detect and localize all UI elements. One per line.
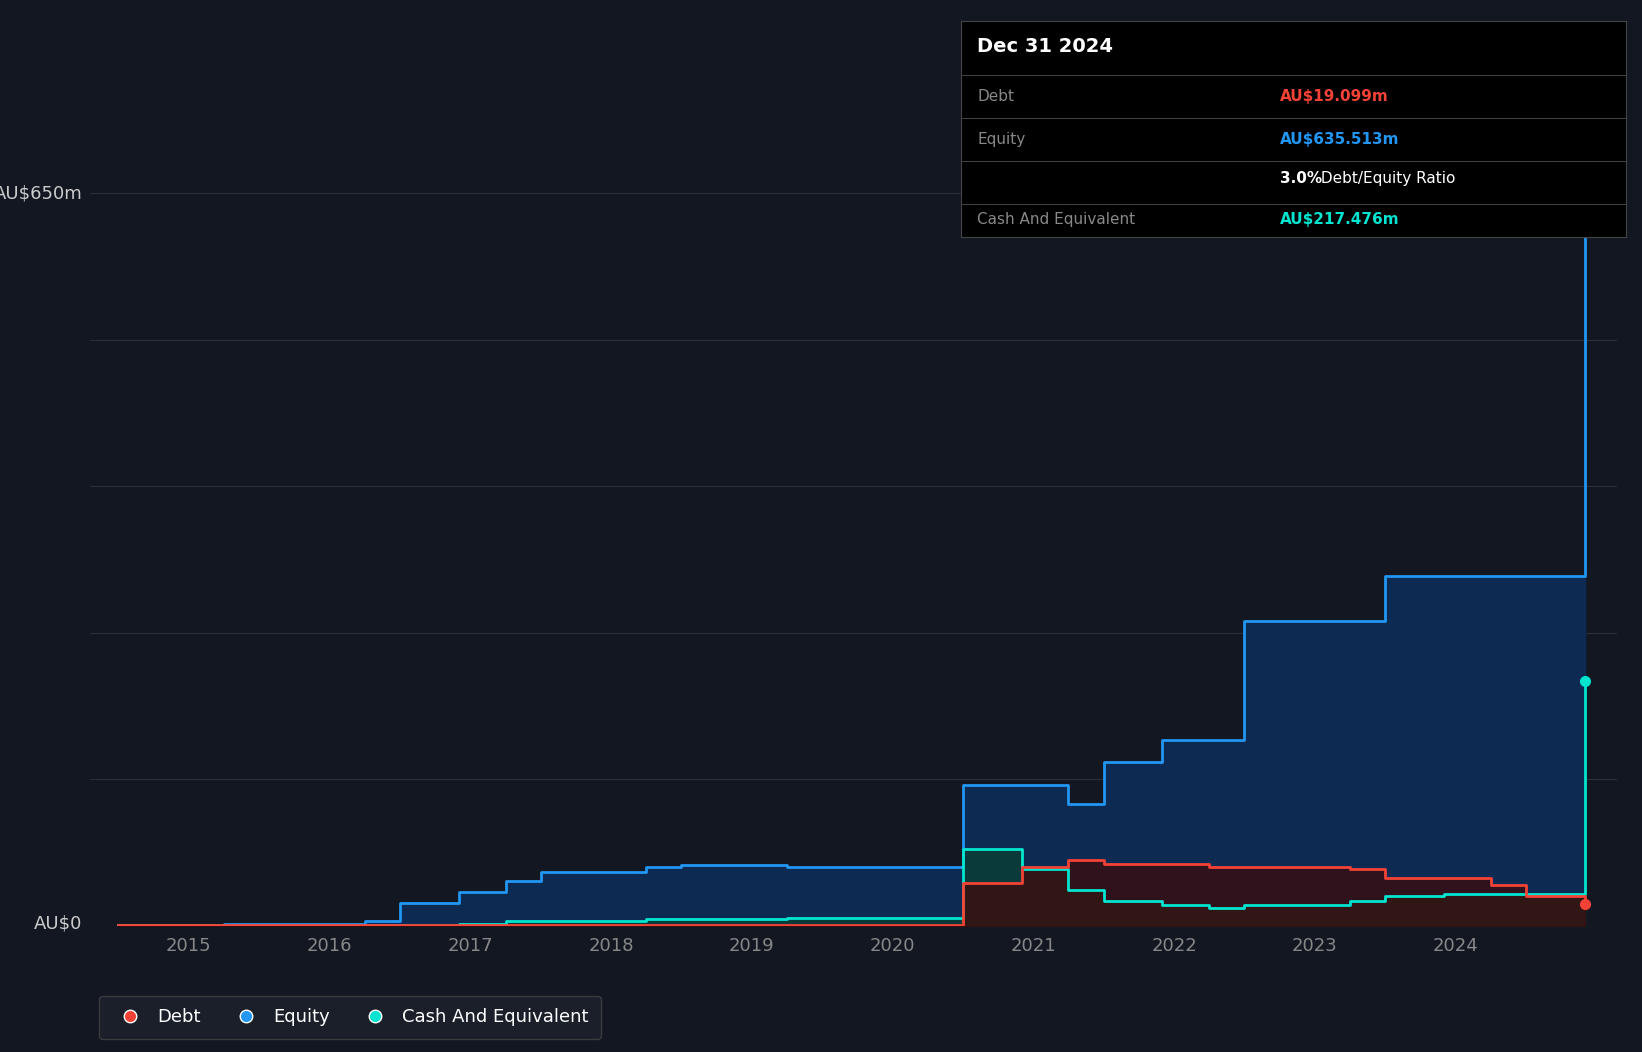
Legend: Debt, Equity, Cash And Equivalent: Debt, Equity, Cash And Equivalent xyxy=(99,996,601,1039)
Text: AU$650m: AU$650m xyxy=(0,184,82,202)
Text: AU$635.513m: AU$635.513m xyxy=(1279,133,1399,147)
Text: Dec 31 2024: Dec 31 2024 xyxy=(977,38,1113,57)
Text: Debt/Equity Ratio: Debt/Equity Ratio xyxy=(1317,171,1456,186)
Text: AU$217.476m: AU$217.476m xyxy=(1279,211,1399,227)
Text: 3.0%: 3.0% xyxy=(1279,171,1322,186)
Text: Equity: Equity xyxy=(977,133,1026,147)
Text: Debt: Debt xyxy=(977,89,1015,104)
Text: AU$0: AU$0 xyxy=(34,914,82,932)
Text: AU$19.099m: AU$19.099m xyxy=(1279,89,1389,104)
Text: Cash And Equivalent: Cash And Equivalent xyxy=(977,211,1135,227)
